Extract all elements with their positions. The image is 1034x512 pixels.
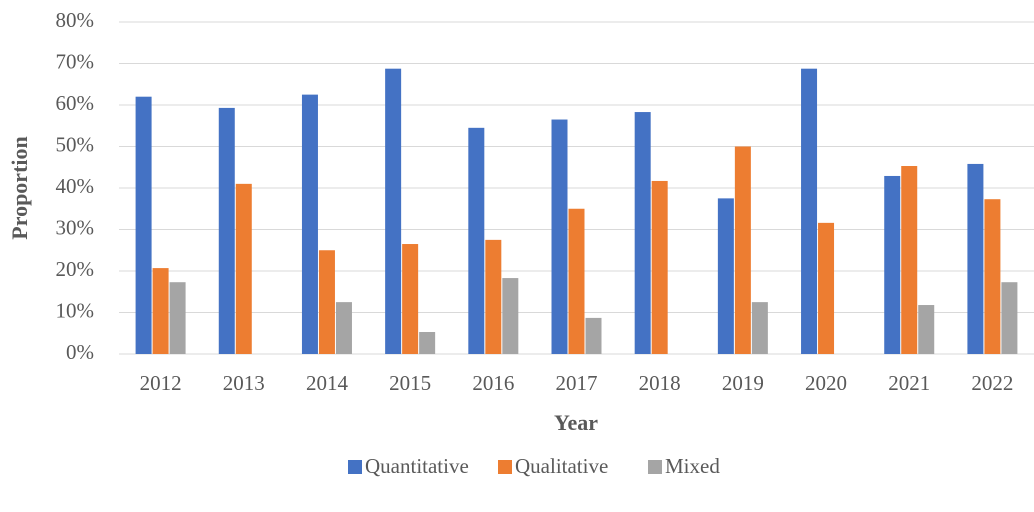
x-tick-label: 2017 [556, 371, 598, 395]
y-tick-label: 80% [56, 8, 95, 32]
y-tick-label: 70% [56, 49, 95, 73]
bar [419, 332, 436, 354]
bar [967, 163, 984, 354]
x-tick-label: 2013 [223, 371, 265, 395]
y-tick-label: 30% [56, 215, 95, 239]
bar [169, 282, 186, 354]
bar [385, 68, 402, 354]
y-tick-label: 50% [56, 132, 95, 156]
x-tick-label: 2021 [888, 371, 930, 395]
bar [884, 175, 901, 354]
legend-label: Qualitative [515, 454, 608, 478]
legend-swatch [348, 460, 362, 474]
y-tick-label: 60% [56, 91, 95, 115]
bar [152, 268, 169, 354]
x-tick-label: 2019 [722, 371, 764, 395]
bar [651, 180, 668, 354]
bar [585, 317, 602, 354]
y-axis-title: Proportion [7, 136, 32, 239]
bar [634, 112, 651, 355]
bar [502, 278, 519, 354]
bar [717, 198, 734, 354]
bar [1001, 282, 1018, 354]
bar [551, 119, 568, 355]
x-tick-label: 2014 [306, 371, 349, 395]
bar [801, 68, 818, 354]
bar [751, 302, 768, 354]
bar [301, 94, 318, 354]
bar [218, 107, 235, 354]
x-tick-label: 2016 [472, 371, 514, 395]
legend-label: Mixed [665, 454, 720, 478]
bar [235, 183, 252, 354]
bar [918, 305, 935, 354]
bar [734, 146, 751, 354]
bar [335, 302, 352, 354]
y-tick-label: 0% [66, 340, 94, 364]
y-tick-label: 10% [56, 298, 95, 322]
x-tick-label: 2020 [805, 371, 847, 395]
bar [485, 239, 502, 354]
x-tick-label: 2015 [389, 371, 431, 395]
bar [901, 166, 918, 354]
bar [135, 96, 152, 354]
bar [318, 250, 335, 354]
x-axis-title: Year [554, 410, 598, 435]
bar [984, 199, 1001, 354]
legend-swatch [648, 460, 662, 474]
bar [402, 244, 419, 354]
legend-swatch [498, 460, 512, 474]
y-tick-label: 20% [56, 257, 95, 281]
x-tick-label: 2012 [140, 371, 182, 395]
legend-label: Quantitative [365, 454, 469, 478]
bar [468, 127, 485, 354]
x-tick-label: 2018 [639, 371, 681, 395]
y-tick-label: 40% [56, 174, 95, 198]
bar [568, 208, 585, 354]
x-tick-label: 2022 [971, 371, 1013, 395]
bar [818, 222, 835, 354]
